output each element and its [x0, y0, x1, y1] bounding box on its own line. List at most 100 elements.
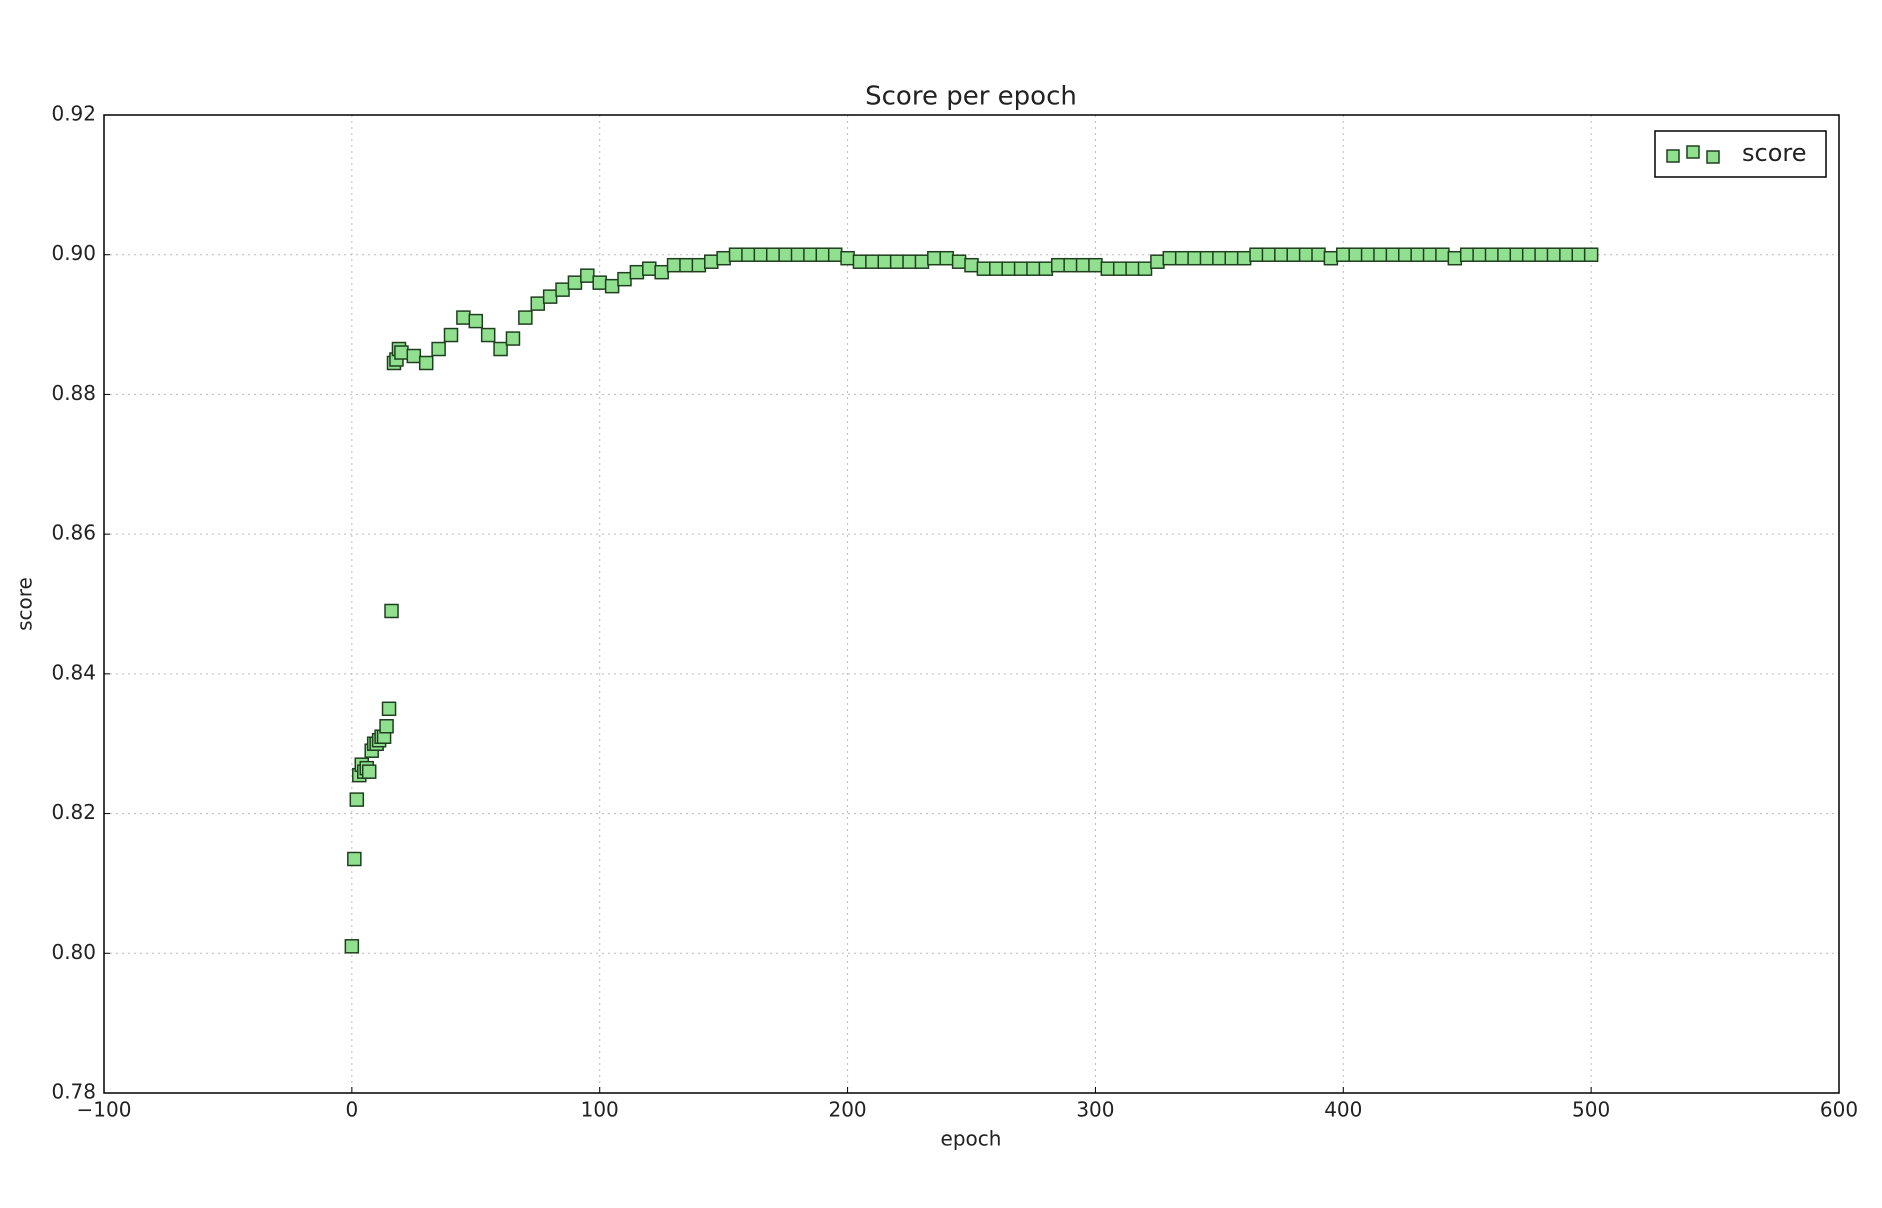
- point: [349, 792, 365, 807]
- point: [617, 271, 632, 287]
- point: [790, 247, 806, 262]
- point: [1398, 247, 1413, 262]
- y-tick-label: 0.88: [51, 381, 96, 405]
- legend-box: [1654, 130, 1827, 178]
- point: [666, 257, 682, 273]
- point: [939, 250, 954, 266]
- point: [1174, 250, 1190, 266]
- point: [914, 254, 930, 269]
- point: [803, 247, 818, 262]
- point: [1063, 257, 1078, 273]
- point: [889, 254, 905, 269]
- point: [1051, 257, 1066, 273]
- point: [1137, 261, 1153, 276]
- point: [1125, 261, 1140, 276]
- x-tick-label: −100: [77, 1098, 132, 1122]
- y-tick-label: 0.90: [51, 241, 96, 265]
- point: [1336, 247, 1351, 262]
- point: [443, 327, 459, 343]
- point: [741, 247, 756, 262]
- point: [877, 254, 892, 269]
- point: [679, 257, 694, 273]
- point: [1472, 247, 1487, 262]
- point: [1497, 247, 1512, 262]
- point: [1521, 247, 1537, 262]
- point: [1546, 247, 1562, 262]
- point: [456, 310, 471, 325]
- point: [728, 247, 744, 262]
- x-tick-label: 500: [1572, 1098, 1610, 1122]
- y-axis-label: score: [13, 577, 37, 631]
- point: [431, 341, 446, 357]
- point: [902, 254, 917, 269]
- point: [604, 278, 620, 294]
- point: [384, 603, 399, 619]
- point: [827, 247, 843, 262]
- point: [1261, 247, 1277, 262]
- point: [989, 261, 1004, 276]
- x-axis-label: epoch: [941, 1127, 1002, 1151]
- point: [1286, 247, 1301, 262]
- point: [468, 313, 484, 329]
- point: [1311, 247, 1326, 262]
- point: [1360, 247, 1376, 262]
- point: [1212, 250, 1227, 266]
- x-tick-label: 0: [345, 1098, 358, 1122]
- y-tick-label: 0.78: [51, 1080, 96, 1104]
- point: [629, 264, 645, 280]
- point: [1373, 247, 1388, 262]
- legend-label: score: [1742, 139, 1807, 167]
- x-tick-label: 400: [1324, 1098, 1362, 1122]
- plot-frame: [103, 114, 1840, 1094]
- point: [480, 327, 496, 343]
- point: [1100, 261, 1116, 276]
- point: [518, 310, 533, 325]
- point: [765, 247, 781, 262]
- legend-marker: [1706, 150, 1720, 164]
- x-tick-label: 100: [581, 1098, 619, 1122]
- point: [1509, 247, 1525, 262]
- point: [778, 247, 793, 262]
- point: [1323, 250, 1339, 266]
- point: [704, 254, 719, 269]
- point: [555, 282, 570, 297]
- point: [493, 341, 508, 357]
- point: [964, 257, 979, 273]
- point: [542, 289, 558, 304]
- point: [580, 268, 595, 283]
- point: [852, 254, 868, 269]
- point: [1298, 247, 1314, 262]
- point: [592, 275, 607, 290]
- point: [1274, 247, 1289, 262]
- point: [1187, 250, 1202, 266]
- point: [418, 355, 434, 371]
- y-tick-label: 0.84: [51, 660, 96, 684]
- point: [1236, 250, 1252, 266]
- point: [1484, 247, 1500, 262]
- point: [1150, 254, 1165, 269]
- point: [361, 764, 377, 779]
- point: [1001, 261, 1016, 276]
- point: [347, 851, 362, 867]
- legend-marker: [1686, 145, 1700, 159]
- point: [927, 250, 942, 266]
- legend: score: [1654, 130, 1827, 178]
- x-tick-label: 200: [828, 1098, 866, 1122]
- point: [976, 261, 992, 276]
- x-tick-label: 300: [1076, 1098, 1114, 1122]
- point: [753, 247, 769, 262]
- point: [1459, 247, 1475, 262]
- y-tick-label: 0.80: [51, 940, 96, 964]
- y-tick-label: 0.92: [51, 102, 96, 126]
- point: [1385, 247, 1401, 262]
- point: [505, 331, 521, 346]
- point: [654, 264, 669, 280]
- chart-title: Score per epoch: [865, 82, 1077, 112]
- point: [1348, 247, 1363, 262]
- point: [865, 254, 880, 269]
- legend-marker: [1666, 149, 1680, 163]
- y-tick-label: 0.82: [51, 800, 96, 824]
- point: [567, 275, 583, 290]
- point: [1075, 257, 1091, 273]
